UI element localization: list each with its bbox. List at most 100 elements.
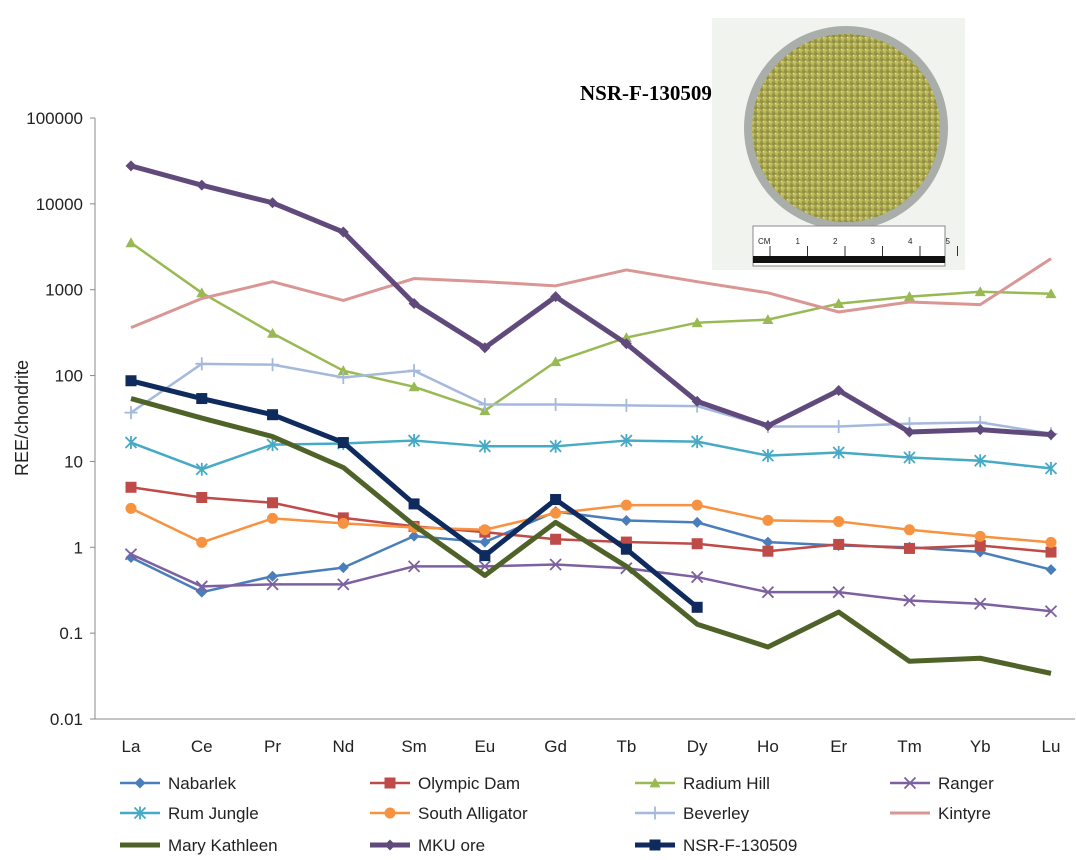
marker [833, 298, 845, 309]
legend-label: Radium Hill [683, 774, 770, 793]
legend-label: Olympic Dam [418, 774, 520, 793]
y-tick-label: 0.01 [50, 710, 83, 729]
marker [337, 226, 349, 238]
marker [125, 375, 137, 387]
marker [974, 539, 986, 551]
marker [974, 286, 986, 297]
series [124, 357, 1058, 441]
series [124, 548, 1058, 618]
marker [125, 237, 137, 248]
marker [266, 438, 279, 452]
ruler-bar [753, 256, 945, 263]
marker [648, 806, 662, 820]
x-tick-label: La [122, 737, 141, 756]
marker [195, 357, 209, 371]
marker [1044, 461, 1058, 475]
x-tick-label: Gd [544, 737, 567, 756]
marker [384, 777, 396, 789]
marker [196, 287, 208, 298]
x-tick-label: Dy [687, 737, 708, 756]
marker [408, 530, 420, 542]
marker [1045, 564, 1057, 576]
marker [337, 365, 349, 376]
legend-item: Nabarlek [120, 774, 237, 793]
marker [620, 515, 632, 527]
marker [384, 839, 396, 851]
marker [903, 426, 915, 438]
legend-item: Radium Hill [635, 774, 770, 793]
marker [549, 439, 562, 453]
y-axis-label: REE/chondrite [12, 360, 32, 476]
marker [903, 776, 917, 790]
series [130, 396, 1052, 676]
marker [903, 524, 915, 536]
y-tick-label: 0.1 [59, 624, 83, 643]
marker [195, 462, 208, 476]
sample-photo: CM 1 2 3 4 5 [712, 18, 965, 270]
marker [620, 499, 632, 511]
legend-item: Rum Jungle [120, 804, 259, 823]
marker [479, 550, 491, 562]
marker [903, 451, 916, 465]
marker [337, 578, 350, 591]
series [125, 375, 703, 613]
marker [974, 530, 986, 542]
marker [125, 160, 137, 172]
dish-powder [752, 34, 940, 222]
ruler-label: 1 [796, 237, 801, 246]
marker [649, 777, 661, 788]
y-tick-label: 10 [64, 452, 83, 471]
ruler-label: 3 [871, 237, 876, 246]
legend-item: Ranger [890, 774, 994, 793]
legend-label: Nabarlek [168, 774, 237, 793]
x-tick-label: Er [830, 737, 847, 756]
marker [267, 327, 279, 338]
marker [974, 597, 987, 610]
marker [1045, 536, 1057, 548]
marker [549, 558, 562, 571]
marker [549, 398, 563, 412]
marker [124, 406, 138, 420]
series-line [130, 257, 1052, 329]
y-tick-label: 100000 [26, 109, 83, 128]
marker [266, 358, 280, 372]
marker [620, 434, 633, 448]
x-tick-label: Yb [970, 737, 991, 756]
marker [125, 502, 137, 514]
marker [833, 385, 845, 397]
legend-label: Ranger [938, 774, 994, 793]
marker [133, 806, 147, 820]
legend-item: Beverley [635, 804, 750, 823]
marker [550, 291, 562, 303]
y-tick-label: 100 [55, 367, 83, 386]
marker [761, 449, 775, 463]
marker [408, 498, 420, 510]
series-line [130, 396, 1052, 676]
marker [407, 560, 421, 573]
ruler-label: 2 [833, 237, 838, 246]
series-line [130, 503, 1052, 544]
series [125, 237, 1057, 416]
marker [196, 586, 208, 598]
marker [903, 291, 915, 302]
marker [833, 515, 845, 527]
series-line [130, 241, 1052, 412]
marker [1045, 288, 1057, 299]
marker [267, 409, 279, 421]
x-tick-label: Tb [616, 737, 636, 756]
legend-item: Mary Kathleen [120, 836, 278, 855]
marker [762, 314, 774, 325]
marker [550, 533, 562, 545]
legend-label: Mary Kathleen [168, 836, 278, 855]
legend-item: Olympic Dam [370, 774, 520, 793]
marker [761, 586, 775, 599]
marker [1045, 429, 1057, 441]
marker [408, 381, 420, 392]
series-line [130, 163, 1052, 438]
legend-label: Rum Jungle [168, 804, 259, 823]
marker [832, 420, 846, 434]
marker [479, 524, 491, 536]
x-tick-label: Tm [897, 737, 922, 756]
marker [337, 562, 349, 574]
